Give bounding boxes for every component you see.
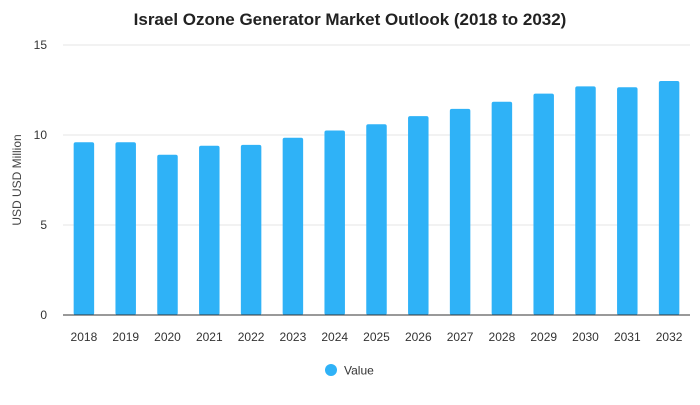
y-tick-label: 15 [34,38,48,52]
bar-2021[interactable] [199,145,220,315]
y-tick-label: 0 [40,308,47,322]
x-tick-label: 2031 [614,330,641,344]
bar-2027[interactable] [449,108,471,316]
bar-2020[interactable] [157,154,178,315]
bar-2018[interactable] [73,142,95,315]
bar-2032[interactable] [658,81,680,315]
x-tick-label: 2027 [447,330,474,344]
x-tick-label: 2026 [405,330,432,344]
bar-2026[interactable] [408,116,429,315]
x-tick-label: 2029 [530,330,557,344]
x-tick-label: 2018 [71,330,98,344]
x-tick-label: 2030 [572,330,599,344]
chart-title: Israel Ozone Generator Market Outlook (2… [134,10,567,29]
y-axis-ticks: 0 5 10 15 [34,38,48,322]
x-tick-label: 2023 [280,330,307,344]
y-tick-label: 5 [40,218,47,232]
x-tick-label: 2025 [363,330,390,344]
legend-swatch-value [325,364,337,376]
bars [73,81,680,316]
x-axis-ticks: 2018 2019 2020 2021 2022 2023 2024 2025 2026 2027… [71,330,683,344]
x-tick-label: 2032 [656,330,683,344]
y-axis-label: USD USD Million [10,134,24,225]
x-tick-label: 2020 [154,330,181,344]
x-tick-label: 2022 [238,330,265,344]
x-tick-label: 2021 [196,330,223,344]
x-tick-label: 2019 [112,330,139,344]
bar-2029[interactable] [533,93,554,315]
legend[interactable]: Value [325,364,374,378]
bar-2019[interactable] [115,142,136,315]
y-tick-label: 10 [34,128,48,142]
bar-2031[interactable] [617,87,638,315]
bar-2022[interactable] [240,144,262,315]
bar-2028[interactable] [491,101,513,315]
bar-2023[interactable] [282,137,304,315]
x-tick-label: 2024 [321,330,348,344]
x-tick-label: 2028 [489,330,516,344]
bar-2025[interactable] [366,124,387,315]
bar-2024[interactable] [324,130,345,316]
bar-2030[interactable] [575,86,596,316]
legend-label-value: Value [344,364,374,378]
